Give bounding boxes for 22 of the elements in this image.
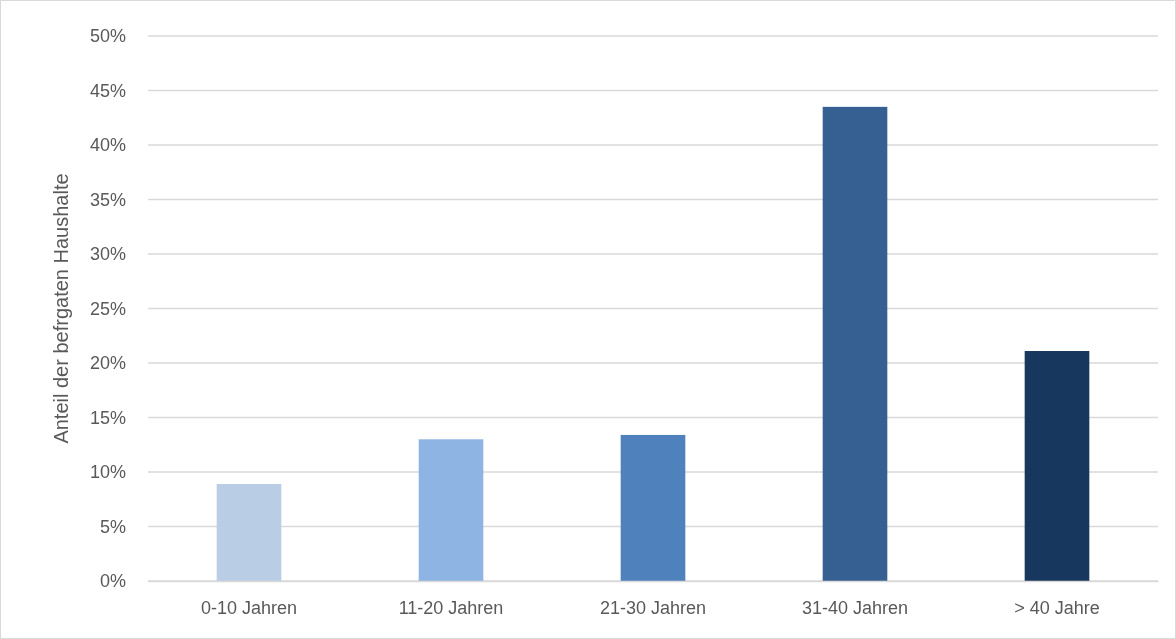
y-tick-label: 50% — [89, 26, 126, 47]
y-tick-label: 30% — [89, 244, 126, 265]
x-tick-label: > 40 Jahre — [1014, 597, 1100, 618]
y-tick-label: 45% — [89, 80, 126, 101]
y-tick-label: 25% — [89, 298, 126, 319]
y-tick-label: 15% — [89, 407, 126, 428]
x-tick-label: 11-20 Jahren — [398, 597, 504, 618]
bar — [1024, 351, 1090, 581]
y-tick-label: 40% — [89, 135, 126, 156]
y-tick-label: 20% — [89, 353, 126, 374]
y-tick-label: 35% — [89, 189, 126, 210]
y-tick-label: 10% — [89, 462, 126, 483]
y-axis-title: Anteil der befrgaten Haushalte — [50, 173, 72, 444]
x-tick-label: 31-40 Jahren — [801, 597, 909, 618]
x-tick-label: 0-10 Jahren — [200, 597, 298, 618]
bar — [822, 106, 888, 581]
y-tick-label: 5% — [99, 516, 126, 537]
x-tick-label: 21-30 Jahren — [599, 597, 707, 618]
bar — [620, 434, 686, 581]
y-tick-label: 0% — [99, 571, 126, 592]
bar — [216, 483, 282, 581]
bar — [418, 439, 484, 581]
